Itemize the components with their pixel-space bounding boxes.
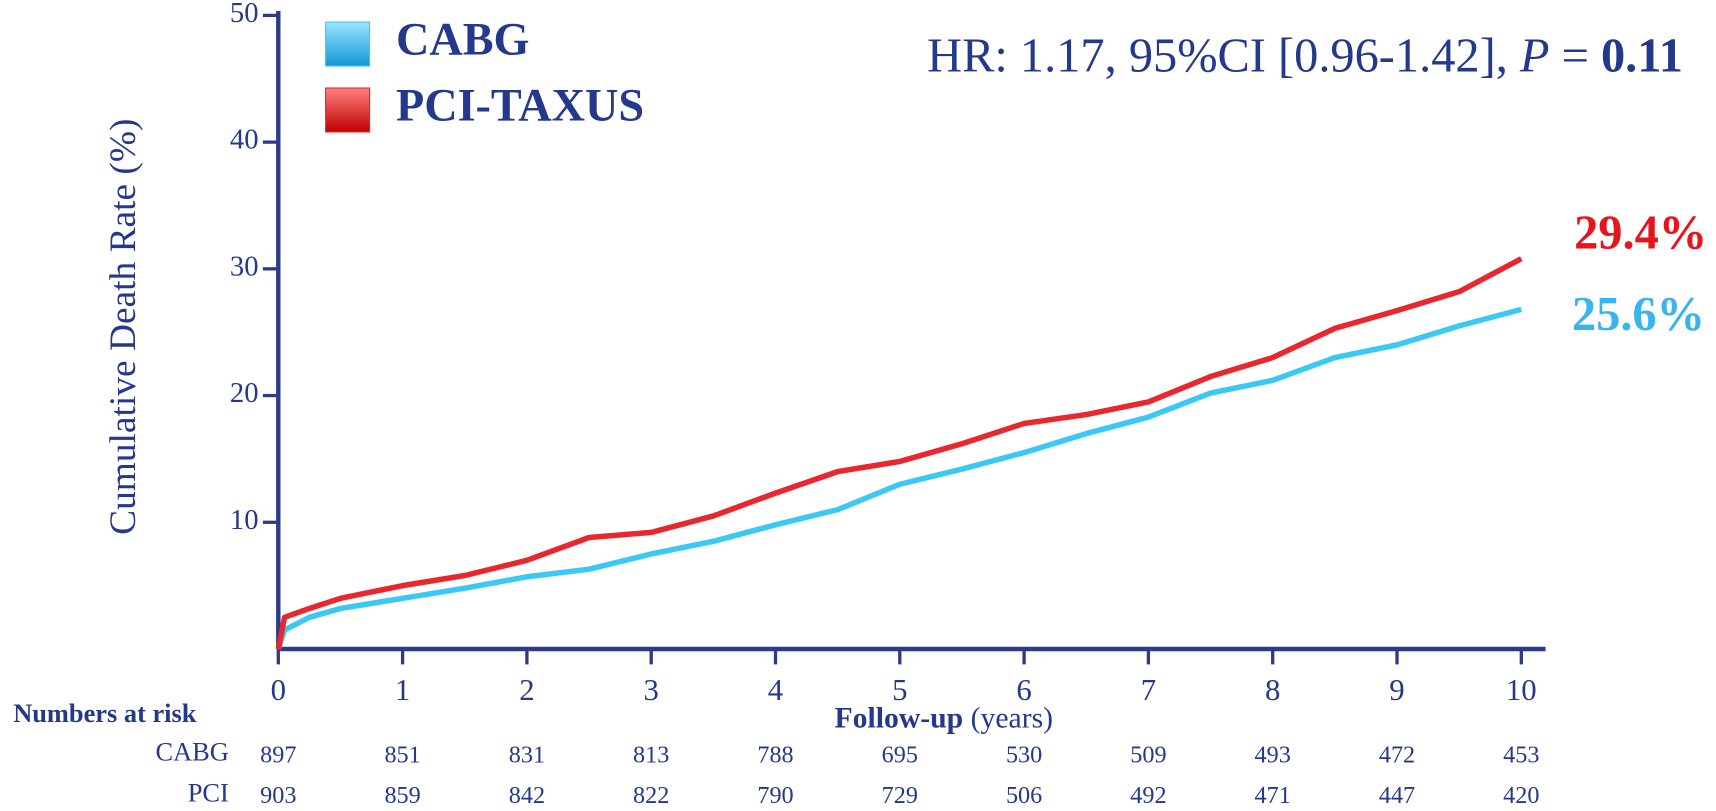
risk-value: 790 [757,782,793,809]
risk-value: 695 [882,741,918,768]
legend-swatch [325,21,371,67]
risk-value: 788 [757,741,793,768]
hr-lead: HR: 1.17, 95%CI [0.96-1.42], [927,30,1520,83]
risk-row-label: PCI [188,777,229,807]
risk-value: 813 [633,741,669,768]
risk-value: 472 [1379,741,1415,768]
risk-value: 897 [260,741,296,768]
x-label-rest: (years) [963,702,1053,734]
risk-value: 506 [1006,782,1042,809]
risk-value: 420 [1503,782,1539,809]
risk-value: 842 [509,782,545,809]
x-tick-label: 9 [1389,673,1404,707]
series-line [275,256,1523,650]
risk-row-label: CABG [155,737,228,767]
risk-value: 471 [1255,782,1291,809]
risk-table-title: Numbers at risk [13,698,197,728]
series-line [275,306,1523,650]
legend-swatch [325,87,371,133]
x-tick-label: 7 [1141,673,1156,707]
x-tick-label: 3 [643,673,658,707]
risk-value: 831 [509,741,545,768]
risk-value: 859 [384,782,420,809]
x-tick-label: 5 [892,673,907,707]
risk-value: 729 [882,782,918,809]
x-tick-label: 6 [1016,673,1031,707]
risk-value: 851 [384,741,420,768]
legend-label: PCI-TAXUS [396,80,644,131]
x-axis-label: Follow-up (years) [835,702,1054,734]
y-axis-label: Cumulative Death Rate (%) [103,119,144,535]
y-tick-label: 50 [230,0,259,29]
risk-value: 903 [260,782,296,809]
hr-annotation: HR: 1.17, 95%CI [0.96-1.42], P = 0.11 [927,30,1683,83]
risk-value: 492 [1130,782,1166,809]
risk-value: 530 [1006,741,1042,768]
hr-eq: = [1549,30,1601,83]
x-tick-label: 0 [271,673,286,707]
legend-label: CABG [396,14,529,65]
y-tick-label: 40 [230,125,259,156]
pci-end-label: 29.4% [1574,207,1707,260]
hr-pval: 0.11 [1601,30,1683,83]
x-tick-label: 1 [395,673,410,707]
x-label-bold: Follow-up [835,702,964,734]
x-tick-label: 4 [768,673,783,707]
risk-value: 453 [1503,741,1539,768]
risk-value: 509 [1130,741,1166,768]
risk-value: 447 [1379,782,1415,809]
y-tick-label: 10 [230,505,259,536]
hr-p: P [1519,30,1550,83]
y-tick-label: 20 [230,378,259,409]
risk-value: 822 [633,782,669,809]
x-tick-label: 10 [1506,673,1537,707]
x-tick-label: 8 [1265,673,1280,707]
cabg-end-label: 25.6% [1572,288,1705,341]
risk-value: 493 [1255,741,1291,768]
x-tick-label: 2 [519,673,534,707]
y-tick-label: 30 [230,251,259,282]
